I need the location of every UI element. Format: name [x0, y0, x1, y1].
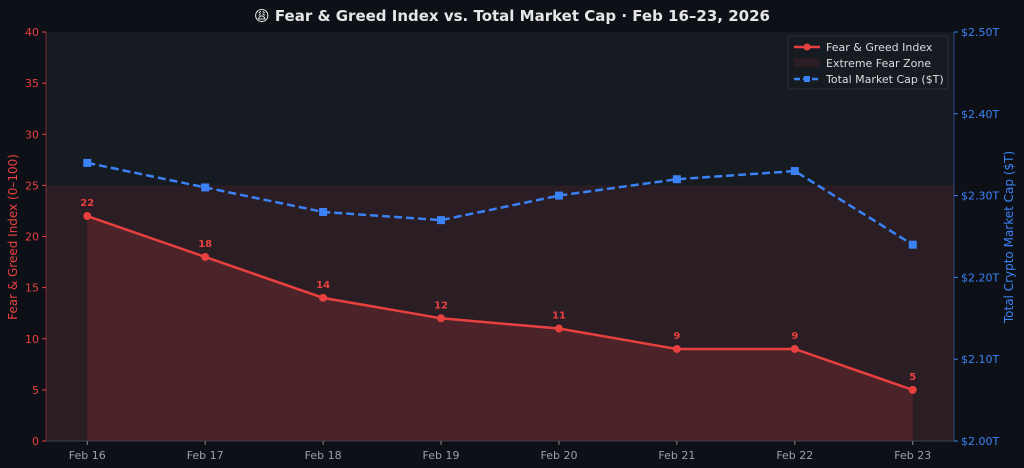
market-cap-point	[554, 191, 563, 200]
market-cap-point	[908, 240, 917, 249]
left-tick-label: 5	[32, 384, 39, 397]
market-cap-line	[87, 161, 914, 246]
x-tick-label: Feb 16	[69, 449, 106, 462]
legend-label-extreme-fear: Extreme Fear Zone	[826, 57, 931, 70]
fear-greed-data-label: 11	[552, 311, 566, 322]
legend-marker-market-cap	[804, 76, 810, 82]
right-tick-label: $2.50T	[961, 26, 999, 39]
market-cap-point	[672, 175, 681, 184]
chart-title: 😩 Fear & Greed Index vs. Total Market Ca…	[254, 7, 770, 25]
left-tick-label: 0	[32, 435, 39, 448]
fear-greed-point	[790, 344, 799, 353]
fear-greed-point	[554, 324, 563, 333]
fear-greed-data-label: 9	[673, 331, 680, 342]
x-tick-label: Feb 17	[187, 449, 224, 462]
legend-swatch-extreme-fear	[794, 58, 820, 67]
market-cap-point	[319, 207, 328, 216]
left-tick-label: 15	[25, 282, 39, 295]
market-cap-point	[83, 158, 92, 167]
market-cap-point	[437, 216, 446, 225]
right-tick-label: $2.40T	[961, 108, 999, 121]
right-tick-label: $2.10T	[961, 353, 999, 366]
x-tick-label: Feb 18	[305, 449, 342, 462]
right-tick-label: $2.30T	[961, 190, 999, 203]
left-tick-label: 30	[25, 128, 39, 141]
x-tick-label: Feb 23	[894, 449, 931, 462]
market-cap-point	[201, 183, 210, 192]
x-tick-label: Feb 21	[658, 449, 695, 462]
legend-label-market-cap: Total Market Cap ($T)	[825, 73, 944, 86]
fear-greed-point	[908, 385, 917, 394]
x-tick-label: Feb 20	[540, 449, 577, 462]
right-axis-label: Total Crypto Market Cap ($T)	[1002, 151, 1016, 324]
fear-greed-line	[86, 214, 914, 392]
fear-greed-point	[672, 344, 681, 353]
fear-greed-data-label: 18	[198, 239, 212, 250]
legend-marker-fear-greed	[803, 43, 811, 51]
legend: Fear & Greed Index Extreme Fear Zone Tot…	[787, 35, 949, 90]
left-tick-label: 40	[25, 26, 39, 39]
legend-box	[787, 35, 949, 90]
extreme-fear-zone	[46, 185, 954, 441]
left-axis-label: Fear & Greed Index (0–100)	[6, 154, 20, 320]
left-tick-label: 20	[25, 231, 39, 244]
right-tick-label: $2.00T	[961, 435, 999, 448]
left-tick-label: 25	[25, 179, 39, 192]
fear-greed-data-label: 22	[80, 198, 94, 209]
fear-greed-data-label: 12	[434, 300, 448, 311]
fear-greed-data-label: 14	[316, 280, 330, 291]
market-cap-point	[790, 167, 799, 176]
left-tick-label: 35	[25, 77, 39, 90]
fear-greed-point	[319, 293, 328, 302]
right-tick-label: $2.20T	[961, 271, 999, 284]
legend-label-fear-greed: Fear & Greed Index	[826, 41, 933, 54]
fear-greed-data-label: 5	[909, 372, 916, 383]
x-tick-label: Feb 19	[423, 449, 460, 462]
x-tick-label: Feb 22	[776, 449, 813, 462]
fear-greed-data-label: 9	[791, 331, 798, 342]
left-tick-label: 10	[25, 333, 39, 346]
fear-greed-area-fill	[87, 216, 913, 441]
fear-greed-point	[83, 212, 92, 221]
fear-greed-point	[201, 252, 210, 261]
fear-greed-point	[437, 314, 446, 323]
